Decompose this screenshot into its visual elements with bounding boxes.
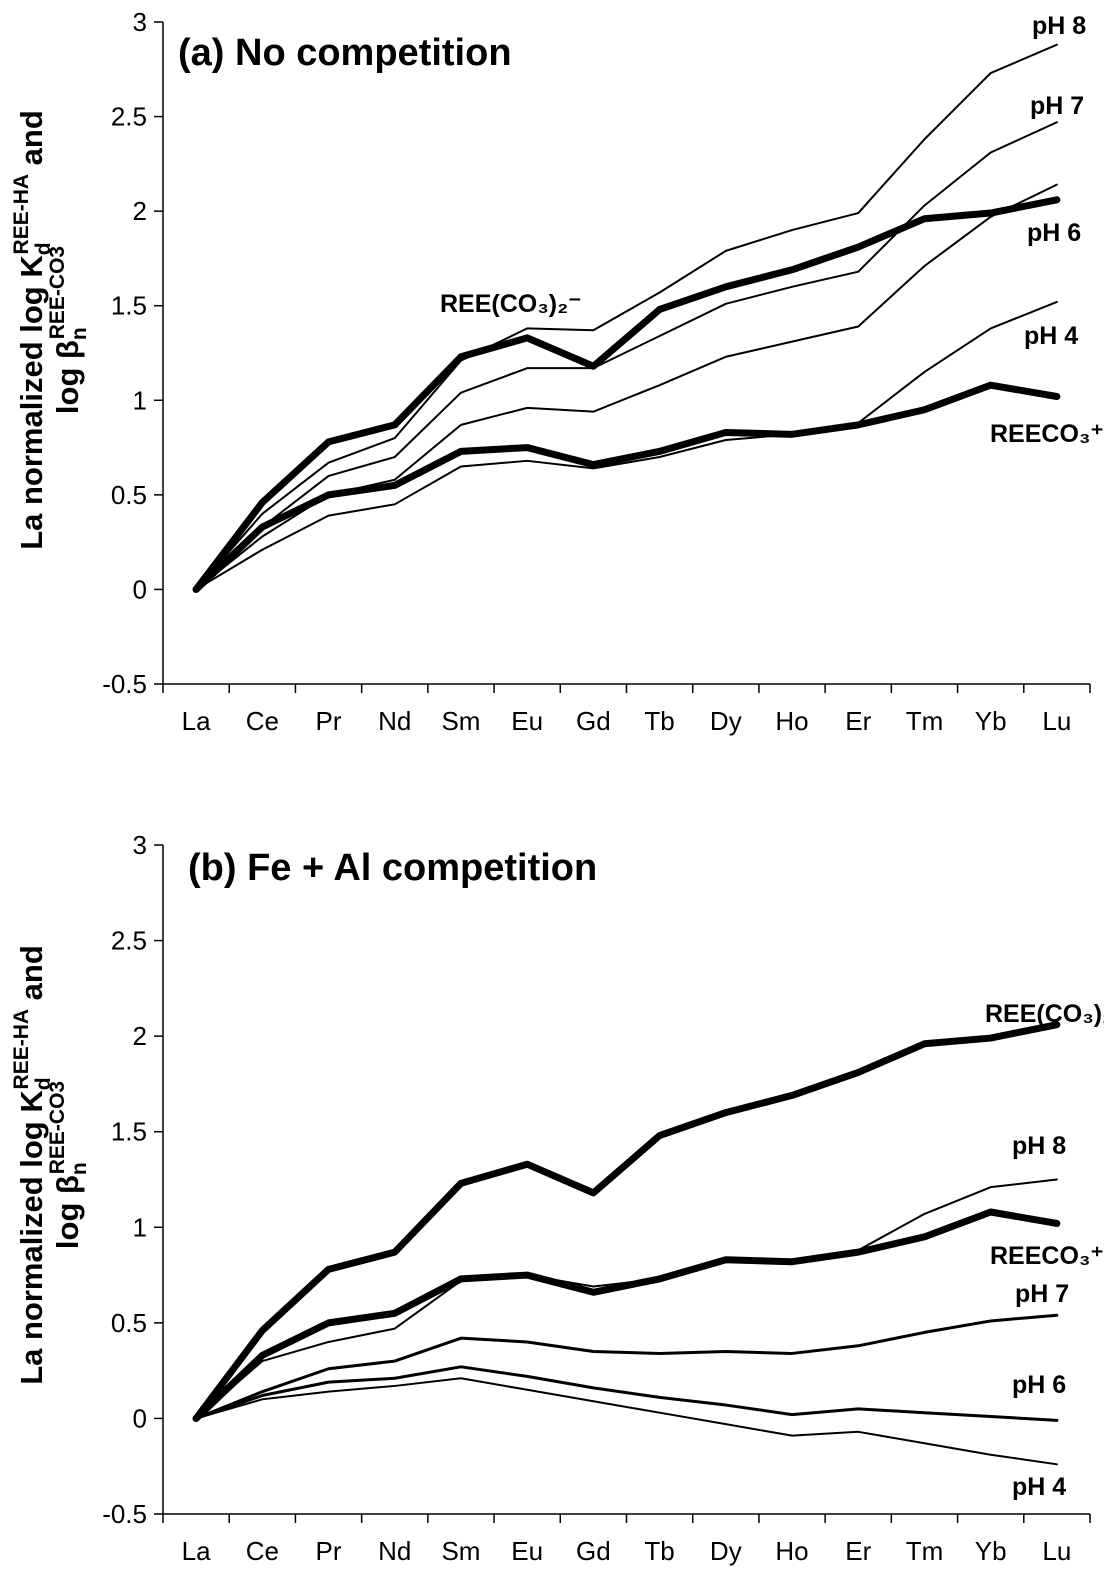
y-label-part: and: [14, 110, 49, 174]
y-label-part: d: [32, 242, 55, 255]
y-label-part: log β: [50, 340, 85, 414]
y-tick-label: -0.5: [102, 1499, 147, 1529]
x-tick-label: Sm: [441, 706, 480, 736]
chart-title: (a) No competition: [178, 32, 512, 74]
y-axis-label: log βnREE-CO3: [46, 246, 91, 414]
series-line: [195, 43, 1058, 591]
y-label-part: d: [32, 1077, 55, 1090]
y-label-part: La normalized log K: [14, 255, 49, 550]
x-tick-label: Eu: [511, 1536, 543, 1566]
y-tick-label: 1: [133, 385, 147, 415]
y-tick-label: 0.5: [111, 1308, 147, 1338]
x-tick-label: Lu: [1042, 1536, 1071, 1566]
series-line: [195, 1377, 1058, 1466]
x-tick-label: Ce: [246, 706, 279, 736]
x-tick-label: Sm: [441, 1536, 480, 1566]
x-tick-label: Tm: [906, 1536, 944, 1566]
y-tick-label: 1.5: [111, 1117, 147, 1147]
x-tick-label: Ho: [775, 706, 808, 736]
x-tick-label: Dy: [710, 706, 742, 736]
y-label-part: REE-HA: [10, 1009, 33, 1090]
series-label: pH 7: [1030, 92, 1084, 120]
series-label: REECO₃⁺: [990, 1242, 1104, 1270]
series-label: pH 8: [1032, 12, 1086, 40]
y-label-part: La normalized log K: [14, 1090, 49, 1385]
y-label-part: REE-CO3: [46, 246, 69, 339]
y-tick-label: 1: [133, 1212, 147, 1242]
series-label: REE(CO₃)₂⁻: [985, 1000, 1104, 1028]
y-label-part: and: [14, 945, 49, 1009]
series-line: [195, 121, 1058, 591]
y-label-part: n: [68, 1162, 91, 1175]
series-line: [194, 1313, 1059, 1420]
x-tick-label: Lu: [1042, 706, 1071, 736]
series-line: [194, 1365, 1059, 1422]
series-label: REECO₃⁺: [990, 420, 1104, 448]
y-tick-label: 2: [133, 196, 147, 226]
x-tick-label: Tb: [644, 1536, 674, 1566]
y-tick-label: -0.5: [102, 669, 147, 699]
x-tick-label: Yb: [975, 1536, 1007, 1566]
y-tick-label: 2: [133, 1021, 147, 1051]
series-label: pH 6: [1012, 1371, 1066, 1399]
panel: -0.5 0 0.5 1 1.5 2 2.5 3 La Ce Pr Nd Sm Eu Gd Tb Dy Ho Er T…: [10, 7, 1104, 736]
x-tick-label: La: [182, 1536, 211, 1566]
x-tick-label: Gd: [576, 706, 611, 736]
y-tick-label: 2.5: [111, 926, 147, 956]
panel: -0.5 0 0.5 1 1.5 2 2.5 3 La Ce Pr Nd Sm Eu Gd Tb Dy Ho Er T…: [10, 830, 1104, 1566]
series-line: [195, 300, 1058, 591]
y-label-part: REE-CO3: [46, 1081, 69, 1174]
x-tick-label: Gd: [576, 1536, 611, 1566]
x-tick-label: Nd: [378, 706, 411, 736]
y-tick-label: 3: [133, 830, 147, 860]
y-tick-label: 0: [133, 1403, 147, 1433]
x-tick-label: Ho: [775, 1536, 808, 1566]
chart-title: (b) Fe + Al competition: [188, 847, 597, 889]
y-tick-label: 0: [133, 574, 147, 604]
series-line: [192, 381, 1061, 593]
y-label-part: log β: [50, 1175, 85, 1249]
x-tick-label: Nd: [378, 1536, 411, 1566]
y-axis-label: La normalized log KdREE-HA and: [10, 945, 55, 1385]
series-line: [192, 1208, 1061, 1422]
series-label: pH 6: [1027, 219, 1081, 247]
x-tick-label: Tb: [644, 706, 674, 736]
x-tick-label: Er: [845, 1536, 871, 1566]
y-axis-label: log βnREE-CO3: [46, 1081, 91, 1249]
x-tick-label: Tm: [906, 706, 944, 736]
series-label: pH 4: [1024, 322, 1078, 350]
series-line: [195, 183, 1058, 591]
x-tick-label: Dy: [710, 1536, 742, 1566]
series-line: [192, 1021, 1061, 1422]
series-label: pH 4: [1012, 1473, 1066, 1501]
y-axis-label: La normalized log KdREE-HA and: [10, 110, 55, 550]
series-label: REE(CO₃)₂⁻: [440, 290, 581, 318]
series-label: pH 7: [1015, 1280, 1069, 1308]
x-tick-label: Yb: [975, 706, 1007, 736]
y-label-part: REE-HA: [10, 174, 33, 255]
series-label: pH 8: [1012, 1132, 1066, 1160]
y-tick-label: 1.5: [111, 291, 147, 321]
x-tick-label: Eu: [511, 706, 543, 736]
y-tick-label: 0.5: [111, 480, 147, 510]
x-tick-label: Er: [845, 706, 871, 736]
y-tick-label: 3: [133, 7, 147, 37]
x-tick-label: Pr: [316, 706, 342, 736]
y-tick-label: 2.5: [111, 102, 147, 132]
x-tick-label: Ce: [246, 1536, 279, 1566]
x-tick-label: La: [182, 706, 211, 736]
x-tick-label: Pr: [316, 1536, 342, 1566]
series-line: [192, 196, 1061, 593]
y-label-part: n: [68, 327, 91, 340]
